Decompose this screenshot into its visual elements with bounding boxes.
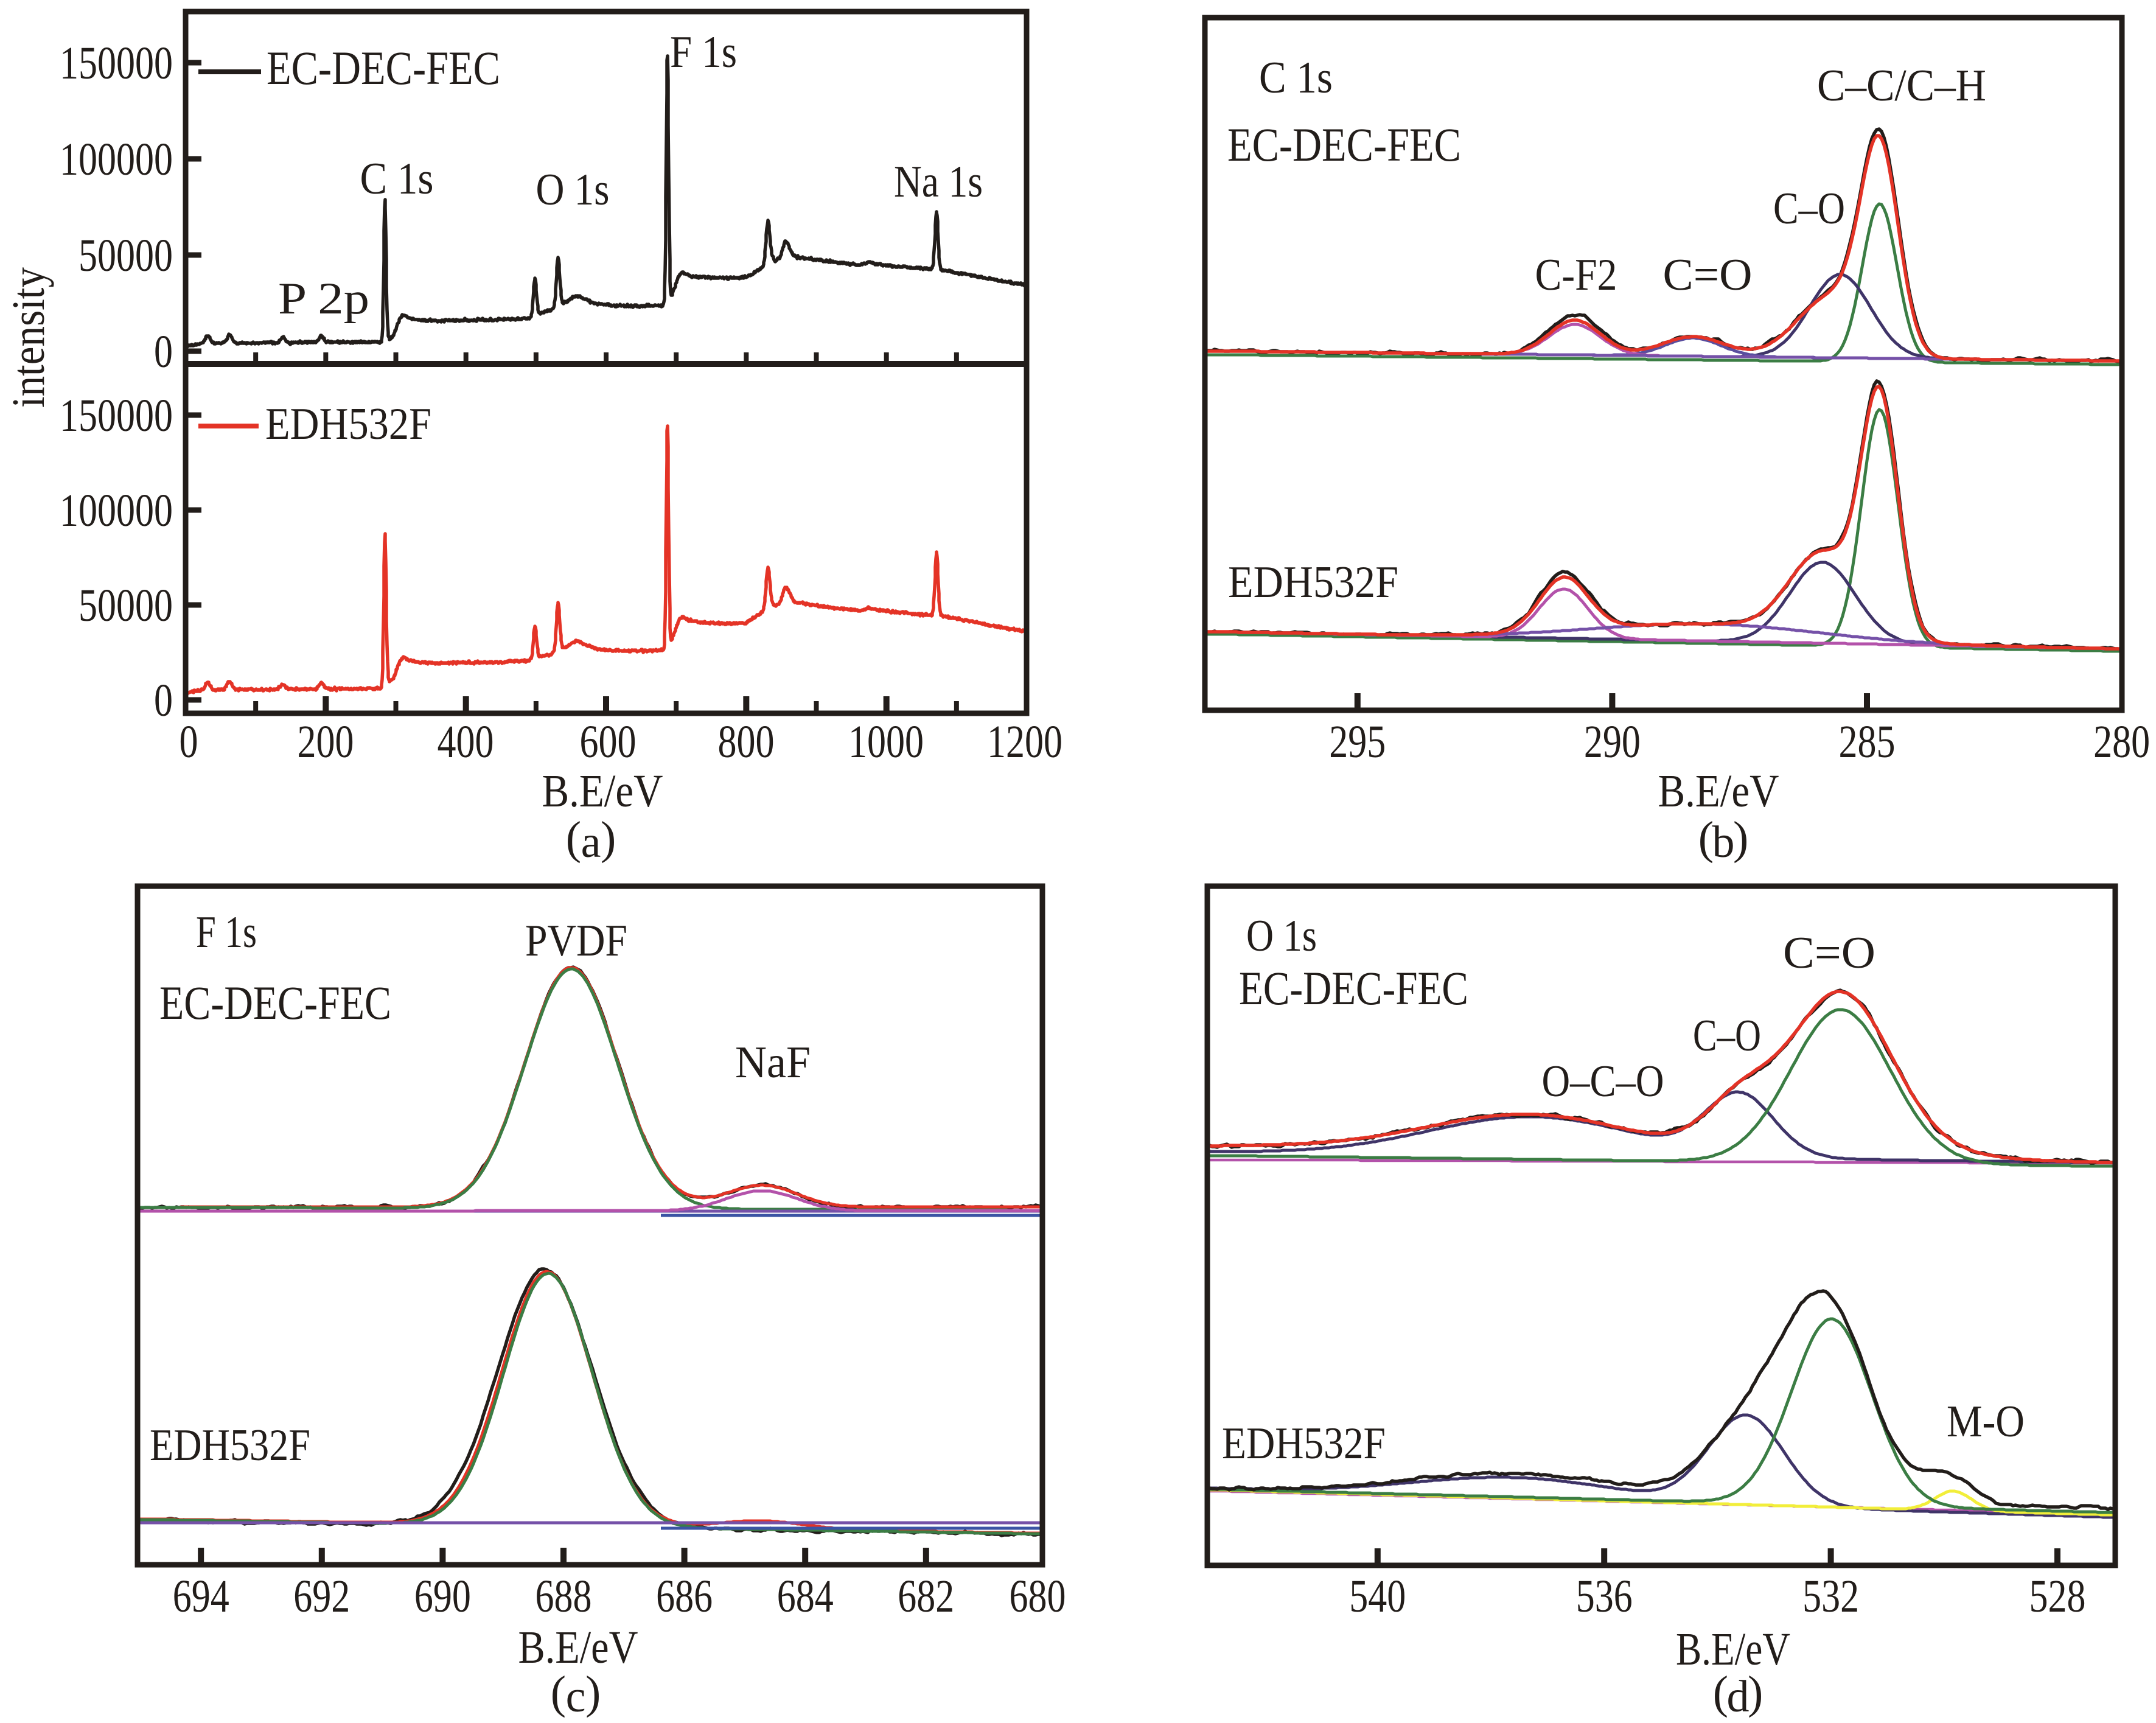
svg-text:295: 295 bbox=[1329, 716, 1386, 767]
svg-text:B.E/eV: B.E/eV bbox=[542, 766, 663, 817]
svg-text:C 1s: C 1s bbox=[360, 154, 434, 204]
svg-text:1200: 1200 bbox=[987, 716, 1062, 767]
svg-text:50000: 50000 bbox=[78, 230, 173, 281]
svg-text:532: 532 bbox=[1802, 1571, 1859, 1622]
svg-text:528: 528 bbox=[2029, 1571, 2086, 1622]
svg-text:): ) bbox=[585, 1667, 601, 1718]
svg-text:NaF: NaF bbox=[735, 1037, 811, 1087]
svg-text:a: a bbox=[581, 817, 601, 867]
svg-text:694: 694 bbox=[173, 1571, 229, 1622]
svg-text:C=O: C=O bbox=[1783, 928, 1875, 978]
svg-text:C–C/C–H: C–C/C–H bbox=[1817, 60, 1986, 110]
svg-text:1000: 1000 bbox=[848, 716, 924, 767]
svg-text:d: d bbox=[1727, 1672, 1750, 1722]
svg-text:692: 692 bbox=[293, 1571, 350, 1622]
svg-text:688: 688 bbox=[536, 1571, 592, 1622]
svg-text:280: 280 bbox=[2093, 716, 2150, 767]
svg-text:536: 536 bbox=[1576, 1571, 1633, 1622]
svg-text:690: 690 bbox=[414, 1571, 471, 1622]
svg-text:0: 0 bbox=[180, 716, 198, 767]
svg-text:b: b bbox=[1712, 817, 1735, 867]
svg-text:(: ( bbox=[1698, 813, 1714, 864]
svg-text:EDH532F: EDH532F bbox=[150, 1420, 310, 1470]
svg-text:O 1s: O 1s bbox=[536, 165, 610, 215]
svg-text:686: 686 bbox=[656, 1571, 713, 1622]
svg-text:150000: 150000 bbox=[60, 390, 173, 441]
svg-text:PVDF: PVDF bbox=[525, 916, 627, 965]
svg-text:400: 400 bbox=[438, 716, 494, 767]
svg-text:C 1s: C 1s bbox=[1259, 53, 1333, 103]
svg-text:684: 684 bbox=[777, 1571, 834, 1622]
svg-text:EC-DEC-FEC: EC-DEC-FEC bbox=[159, 977, 391, 1029]
svg-text:P 2p: P 2p bbox=[278, 274, 369, 324]
svg-text:680: 680 bbox=[1010, 1571, 1066, 1622]
svg-text:682: 682 bbox=[898, 1571, 954, 1622]
svg-text:): ) bbox=[1748, 1667, 1763, 1718]
svg-text:0: 0 bbox=[154, 675, 173, 726]
svg-text:intensity: intensity bbox=[2, 267, 54, 408]
svg-text:): ) bbox=[601, 813, 616, 864]
svg-text:600: 600 bbox=[580, 716, 637, 767]
svg-text:EC-DEC-FEC: EC-DEC-FEC bbox=[1227, 118, 1461, 171]
svg-text:): ) bbox=[1733, 813, 1748, 864]
svg-text:200: 200 bbox=[298, 716, 354, 767]
svg-text:800: 800 bbox=[718, 716, 775, 767]
svg-text:F 1s: F 1s bbox=[670, 27, 737, 77]
svg-text:B.E/eV: B.E/eV bbox=[1658, 766, 1779, 817]
svg-text:B.E/eV: B.E/eV bbox=[1676, 1624, 1790, 1676]
svg-text:(: ( bbox=[551, 1667, 566, 1718]
svg-text:(: ( bbox=[566, 813, 581, 864]
svg-text:150000: 150000 bbox=[60, 38, 173, 89]
svg-text:M-O: M-O bbox=[1947, 1397, 2025, 1447]
svg-text:c: c bbox=[566, 1672, 586, 1722]
svg-text:285: 285 bbox=[1839, 716, 1896, 767]
svg-text:C–O: C–O bbox=[1773, 183, 1845, 233]
svg-text:(: ( bbox=[1713, 1667, 1728, 1718]
svg-text:0: 0 bbox=[154, 326, 173, 377]
svg-text:290: 290 bbox=[1584, 716, 1641, 767]
svg-text:O 1s: O 1s bbox=[1246, 910, 1317, 960]
svg-text:EDH532F: EDH532F bbox=[265, 399, 431, 449]
svg-text:100000: 100000 bbox=[60, 134, 173, 185]
svg-text:EDH532F: EDH532F bbox=[1228, 557, 1398, 607]
svg-text:C-F2: C-F2 bbox=[1535, 250, 1617, 299]
svg-text:100000: 100000 bbox=[60, 485, 173, 536]
svg-text:C–O: C–O bbox=[1693, 1010, 1761, 1061]
svg-text:50000: 50000 bbox=[78, 580, 173, 631]
svg-text:C=O: C=O bbox=[1663, 250, 1753, 300]
svg-text:EDH532F: EDH532F bbox=[1222, 1419, 1386, 1469]
svg-text:O–C–O: O–C–O bbox=[1542, 1057, 1664, 1106]
svg-text:EC-DEC-FEC: EC-DEC-FEC bbox=[267, 41, 500, 94]
svg-text:540: 540 bbox=[1349, 1571, 1406, 1622]
svg-text:B.E/eV: B.E/eV bbox=[518, 1622, 638, 1673]
svg-text:EC-DEC-FEC: EC-DEC-FEC bbox=[1239, 962, 1468, 1015]
svg-text:F 1s: F 1s bbox=[196, 907, 257, 957]
svg-text:Na 1s: Na 1s bbox=[894, 156, 983, 206]
